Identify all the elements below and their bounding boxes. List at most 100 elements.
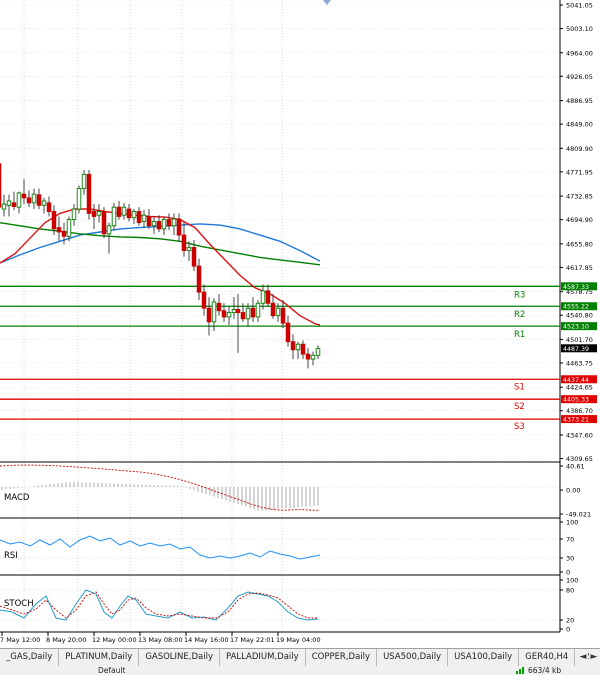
candle-body: [250, 307, 256, 318]
rsi-line: [0, 535, 321, 560]
candle-body: [101, 211, 107, 235]
tab-scroll-right-icon[interactable]: ►: [589, 649, 599, 665]
price-axis-label: 4655.80: [566, 240, 593, 248]
candle-body: [290, 341, 296, 351]
candle-body: [201, 291, 207, 309]
level-price-tag: 4405.33: [563, 397, 589, 404]
price-axis-label: 4617.85: [566, 264, 593, 272]
level-price-tag-bg: [561, 395, 597, 404]
candle-body: [305, 353, 311, 360]
time-axis-label: 17 May 22:01: [230, 636, 275, 644]
candle-body: [6, 200, 12, 206]
time-axis-label: 14 May 16:00: [184, 636, 229, 644]
candle-body: [71, 208, 77, 221]
candle-body: [196, 265, 202, 293]
level-price-tag-bg: [561, 282, 597, 291]
candle-body: [270, 302, 276, 317]
rsi-axis-label: 30: [566, 555, 574, 563]
rsi-label: RSI: [4, 551, 18, 561]
candle-body: [41, 200, 47, 206]
candle-body: [166, 219, 172, 227]
candle-body: [111, 206, 117, 227]
stoch-axis-label: 80: [566, 587, 574, 595]
level-label-r1: R1: [514, 330, 525, 340]
symbol-tab[interactable]: USA500,Daily: [377, 649, 449, 666]
candle-body: [126, 208, 132, 219]
rsi-axis-label: 100: [566, 519, 578, 527]
candle-body: [280, 307, 286, 324]
price-axis-label: 4540.80: [566, 312, 593, 320]
candle-body: [221, 310, 227, 318]
candle-body: [171, 218, 177, 227]
candle-body: [310, 354, 316, 360]
candle-body: [116, 206, 122, 217]
candle-body: [21, 193, 27, 199]
candle-body: [56, 227, 62, 233]
candle-body: [275, 307, 281, 317]
candle-body: [235, 309, 241, 314]
price-axis-label: 4886.95: [566, 97, 593, 105]
stoch-axis-label: 20: [566, 617, 574, 625]
level-price-tag: 4555.22: [563, 304, 589, 311]
candle-body: [206, 307, 212, 323]
time-axis-label: 19 May 04:00: [276, 636, 321, 644]
price-axis-label: 5003.10: [566, 25, 593, 33]
price-axis-label: 4732.85: [566, 193, 593, 201]
candle-body: [81, 173, 87, 190]
candle-body: [46, 202, 52, 212]
candle-body: [245, 307, 251, 320]
price-axis-label: 4424.65: [566, 384, 593, 392]
shift-marker-icon[interactable]: [323, 0, 331, 5]
level-price-tag: 4437.44: [563, 377, 589, 384]
candle-body: [231, 309, 237, 314]
candle-body: [216, 302, 222, 312]
level-price-tag: 4523.10: [563, 324, 589, 331]
symbol-tab-bar: _GAS,Daily PLATINUM,Daily GASOLINE,Daily PA…: [0, 648, 600, 667]
status-bar: Default 663/4 kb: [0, 666, 600, 675]
symbol-tab[interactable]: PALLADIUM,Daily: [220, 649, 306, 666]
price-axis-label: 4926.05: [566, 73, 593, 81]
stoch-main-line: [0, 589, 319, 621]
symbol-tab[interactable]: GASOLINE,Daily: [139, 649, 220, 666]
candle-body: [26, 197, 32, 204]
price-axis-label: 4578.75: [566, 288, 593, 296]
ma-mid-line: [0, 222, 321, 266]
level-price-tag-bg: [561, 375, 597, 384]
symbol-tab[interactable]: PLATINUM,Daily: [59, 649, 140, 666]
price-axis-label: 4771.95: [566, 168, 593, 176]
price-axis-label: 4386.70: [566, 407, 593, 415]
level-label-s1: S1: [514, 382, 525, 392]
level-price-tag-bg: [561, 322, 597, 331]
time-axis-label: 7 May 12:00: [0, 636, 40, 644]
connection-icon: [516, 667, 524, 674]
candle-body: [285, 322, 291, 343]
tab-scroll-left-icon[interactable]: ◄: [578, 649, 588, 665]
symbol-tab[interactable]: GER40,H4: [519, 649, 576, 666]
candle-body: [181, 234, 187, 252]
symbol-tab[interactable]: COPPER,Daily: [306, 649, 378, 666]
candle-body: [211, 301, 217, 323]
candle-body: [106, 225, 112, 235]
candle-body: [66, 219, 72, 237]
current-price-tag: 4487.39: [563, 346, 589, 353]
price-axis-label: 5041.05: [566, 2, 593, 10]
candle-body: [176, 218, 182, 236]
time-axis-label: 8 May 20:00: [46, 636, 86, 644]
candle-body: [136, 211, 142, 224]
candle-body: [255, 302, 261, 318]
rsi-axis-label: 70: [566, 536, 574, 544]
macd-axis-label: 0.00: [566, 487, 580, 495]
candle-body: [315, 348, 321, 356]
level-price-tag: 4373.21: [563, 417, 589, 424]
symbol-tab[interactable]: _GAS,Daily: [0, 649, 60, 666]
candle-body: [300, 343, 306, 355]
candle-body: [36, 194, 42, 206]
level-label-s2: S2: [514, 402, 525, 412]
candle-body: [86, 173, 92, 214]
candle-body: [186, 247, 192, 252]
symbol-tab[interactable]: USA100,Daily: [448, 649, 520, 666]
stoch-axis-label: 100: [566, 577, 578, 585]
candle-body: [265, 290, 271, 304]
price-chart[interactable]: MACD RSI STOCH 5041.05 5003.10 4964.00 4926.0…: [0, 0, 600, 648]
candle-body: [121, 206, 127, 216]
